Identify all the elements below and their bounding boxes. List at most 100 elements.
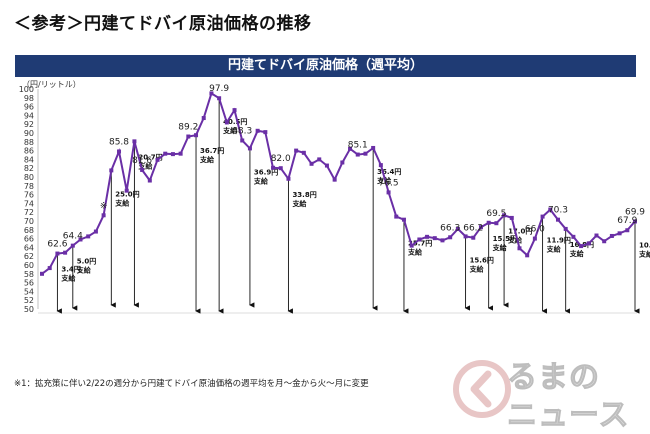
data-point [579,244,584,249]
logo-text-line1: るまの [507,360,600,396]
subsidy-note-label: 支給 [76,266,92,275]
y-tick-label: 84 [24,155,34,164]
data-point [101,213,106,218]
subsidy-amount-label: 17.0円 [508,227,532,235]
data-value-label: 76.5 [379,178,399,188]
subsidy-amount-label: 11.9円 [547,237,571,245]
subsidy-amount-label: 40.5円 [223,118,247,126]
subsidy-amount-label: 36.9円 [254,168,278,176]
data-point [555,217,560,222]
y-tick-label: 86 [24,147,34,156]
data-point [109,168,114,173]
y-tick-label: 90 [24,129,34,138]
y-tick-label: 64 [24,243,34,252]
data-point [494,221,499,226]
logo-text-line2: ニュース [507,398,630,434]
y-tick-label: 96 [24,103,34,112]
data-point [286,176,291,181]
subsidy-amount-label: 20.7円 [138,153,162,161]
data-point [386,190,391,195]
data-point [432,236,437,241]
series-line [41,91,636,275]
y-tick-label: 78 [24,182,34,191]
subsidy-note-label: 支給 [137,161,153,170]
data-point [394,214,399,219]
data-value-label: 67.9 [617,216,637,226]
subsidy-amount-label: 36.4円 [377,168,401,176]
y-tick-label: 62 [24,252,34,261]
data-point [440,238,445,243]
data-point [186,134,191,139]
data-value-label: 66.0 [525,225,545,235]
data-value-label: 66.3 [440,223,460,233]
data-point [86,234,91,239]
y-tick-label: 80 [24,173,34,182]
data-point [378,163,383,168]
data-point [147,178,152,183]
data-point [455,226,460,231]
y-tick-label: 94 [24,111,34,120]
y-tick-label: 88 [24,138,34,147]
subsidy-note-label: 支給 [546,245,562,254]
data-value-label: 88.3 [232,126,252,136]
page-title: ＜参考＞円建てドバイ原油価格の推移 [14,14,312,34]
data-point [517,246,522,251]
data-value-label: 69.5 [486,209,506,219]
subsidy-note-label: 支給 [376,176,392,185]
data-point [348,146,353,151]
data-point [525,253,530,258]
y-tick-label: 92 [24,120,34,129]
data-point [563,226,568,231]
data-point [486,220,491,225]
subsidy-note-label: 支給 [407,248,423,257]
data-point [247,146,252,151]
data-point [633,219,637,224]
subsidy-note-label: 支給 [222,126,238,135]
data-point [625,228,630,233]
data-point [471,235,476,240]
subsidy-amount-label: 10.4円 [639,241,650,249]
subsidy-amount-label: 25.0円 [115,190,139,198]
data-value-label: 64.4 [63,232,83,242]
data-point [371,145,376,150]
data-value-label: 85.8 [109,137,129,147]
data-point [355,152,360,157]
footnote: ※1：拡充策に伴い2/22の週分から円建てドバイ原油価格の週平均を月～金から火～… [14,379,369,389]
data-point [602,239,607,244]
data-value-label: 70.3 [548,206,568,216]
subsidy-note-label: 支給 [253,176,269,185]
data-value-label: 89.2 [178,123,198,133]
data-point [117,149,122,154]
y-tick-label: 72 [24,208,34,217]
data-point [401,217,406,222]
data-value-label: 85.1 [348,141,368,151]
y-tick-label: 56 [24,279,34,288]
subsidy-amount-label: 33.8円 [292,191,316,199]
data-point [586,241,591,246]
subsidy-amount-label: 5.0円 [77,258,96,266]
data-point [340,160,345,165]
data-point [317,157,322,162]
subsidy-note-label: 支給 [60,274,76,283]
data-point [540,214,545,219]
logo-mark-icon [453,360,511,418]
data-value-label: 82.0 [271,154,291,164]
subsidy-amount-label: 15.6円 [470,256,494,264]
data-point [309,161,314,166]
y-tick-label: 68 [24,226,34,235]
data-point [548,207,553,212]
data-point [278,166,283,171]
y-tick-label: 98 [24,94,34,103]
data-value-label: 97.9 [209,84,229,94]
data-point [609,233,614,238]
data-point [232,108,237,113]
data-point [594,233,599,238]
data-point [363,151,368,156]
subsidy-note-label: 支給 [199,155,215,164]
data-point [571,234,576,239]
data-point [448,235,453,240]
data-point [255,128,260,133]
subsidy-note-label: 支給 [569,249,585,258]
subsidy-note-label: 支給 [492,243,508,252]
y-axis-unit-label: （円/リットル） [22,80,81,89]
